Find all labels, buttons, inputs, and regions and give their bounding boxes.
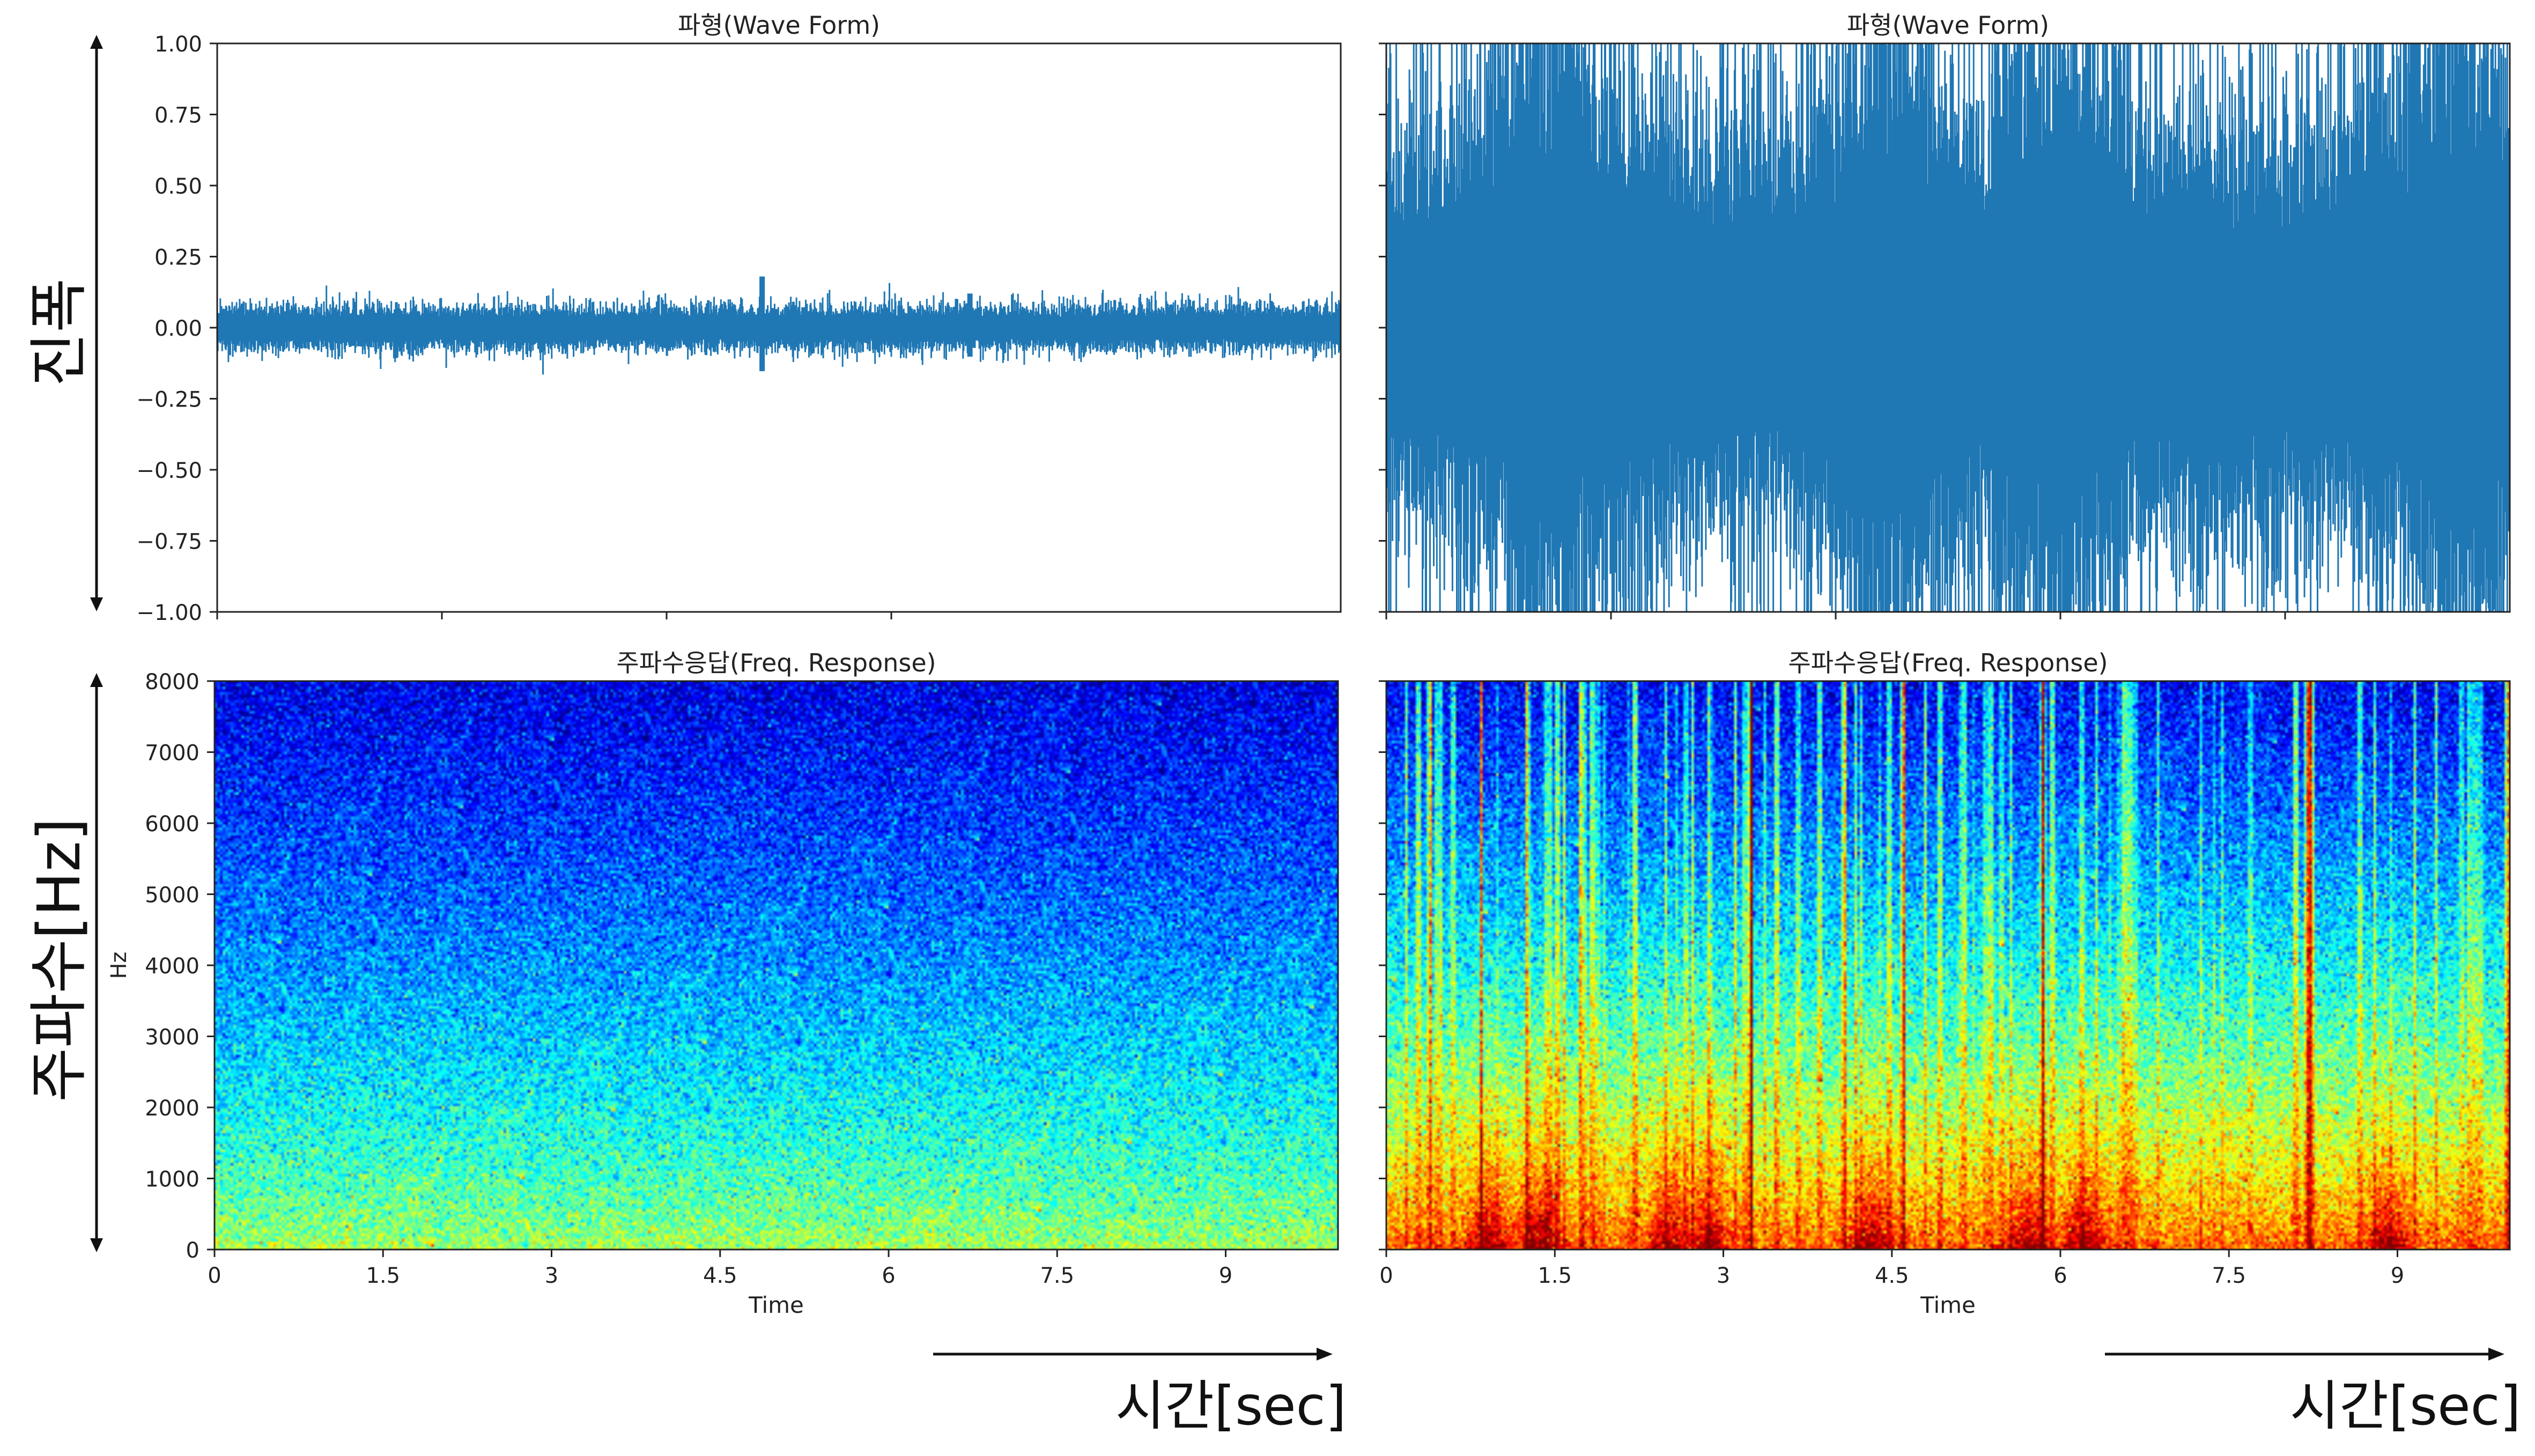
x-tick-label: 9 <box>2391 1263 2404 1288</box>
chart-panel-2: 파형(Wave Form) <box>1379 11 2511 619</box>
y-tick-label: −0.50 <box>136 459 202 483</box>
time-axis-label-right: 시간[sec] <box>2290 1374 2521 1437</box>
x-tick-label: 7.5 <box>1040 1263 1074 1288</box>
y-tick-label: −0.75 <box>136 530 202 555</box>
y-tick-label: 0.50 <box>154 174 202 199</box>
amplitude-arrow <box>90 35 103 611</box>
x-tick-label: 4.5 <box>703 1263 737 1288</box>
x-tick-label: 1.5 <box>1538 1263 1572 1288</box>
y-tick-label: 8000 <box>145 670 199 694</box>
chart-panel-1: 파형(Wave Form) 1.00 0.75 0.50 0.25 0.00 −0.25 −0… <box>136 11 1342 625</box>
x-axis-label: Time <box>748 1292 804 1318</box>
plot-frame <box>213 680 1339 1251</box>
y-tick-label: −0.25 <box>136 388 202 412</box>
x-tick-label: 3 <box>1717 1263 1730 1288</box>
chart-panel-4: 주파수응답(Freq. Response) 0 1.5 3 4.5 6 7.5 9 Time <box>1379 648 2511 1318</box>
time-arrow-left <box>933 1348 1333 1361</box>
amplitude-axis-label: 진폭 <box>25 278 93 387</box>
y-tick-label: 6000 <box>145 812 199 837</box>
y-tick-label: 0.75 <box>154 104 202 128</box>
frequency-arrow <box>90 673 103 1252</box>
x-tick-label: 9 <box>1219 1263 1232 1288</box>
chart-title: 주파수응답(Freq. Response) <box>1788 648 2108 677</box>
chart-title: 파형(Wave Form) <box>1847 11 2049 40</box>
y-tick-label: 2000 <box>145 1096 199 1121</box>
y-tick-label: 3000 <box>145 1025 199 1050</box>
chart-title: 주파수응답(Freq. Response) <box>616 648 936 677</box>
y-tick-label: 0.00 <box>154 316 202 341</box>
x-tick-label: 7.5 <box>2212 1263 2246 1288</box>
x-tick-label: 0 <box>208 1263 221 1288</box>
chart-panel-3: 주파수응답(Freq. Response) 0 1000 2000 3000 4000 50… <box>107 648 1339 1318</box>
x-tick-label: 3 <box>545 1263 558 1288</box>
y-tick-label: 5000 <box>145 883 199 908</box>
x-tick-label: 6 <box>2053 1263 2067 1288</box>
y-tick-label: 1000 <box>145 1167 199 1192</box>
spectrogram-heatmap <box>1386 681 2510 1250</box>
time-axis-label-left: 시간[sec] <box>1115 1374 1347 1437</box>
plot-frame <box>1385 680 2511 1251</box>
x-tick-label: 4.5 <box>1875 1263 1909 1288</box>
x-tick-label: 0 <box>1379 1263 1393 1288</box>
y-tick-label: −1.00 <box>136 601 202 625</box>
frequency-axis-label: 주파수[Hz] <box>25 818 93 1102</box>
y-axis-label: Hz <box>107 951 131 979</box>
waveform-series <box>1386 43 2510 612</box>
spectrogram-heatmap <box>215 681 1338 1250</box>
x-tick-label: 1.5 <box>366 1263 400 1288</box>
y-tick-label: 4000 <box>145 954 199 979</box>
y-tick-label: 0 <box>186 1238 199 1263</box>
x-axis-label: Time <box>1920 1292 1976 1318</box>
y-tick-label: 1.00 <box>154 32 202 57</box>
time-arrow-right <box>2105 1348 2504 1361</box>
x-tick-label: 6 <box>882 1263 895 1288</box>
chart-title: 파형(Wave Form) <box>678 11 880 40</box>
y-tick-label: 0.25 <box>154 246 202 270</box>
y-tick-label: 7000 <box>145 741 199 766</box>
plot-frame <box>216 42 1342 613</box>
plot-frame <box>1385 42 2511 613</box>
